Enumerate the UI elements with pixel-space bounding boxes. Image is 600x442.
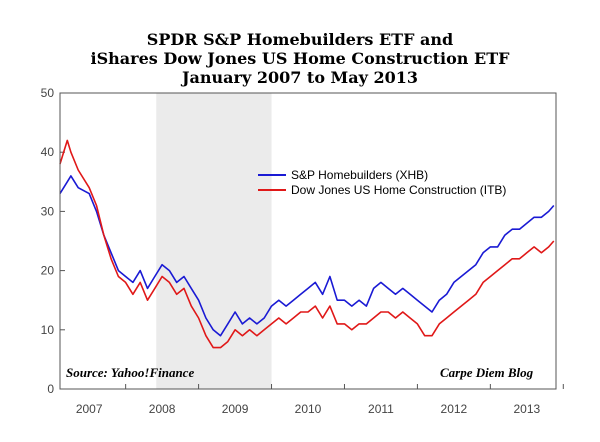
credit-note: Carpe Diem Blog — [440, 365, 534, 380]
x-tick-label: 2009 — [222, 402, 249, 416]
series-line-xhb — [59, 175, 555, 337]
y-axis-ticks: 0 10 20 30 40 50 — [41, 86, 65, 396]
x-tick-label: 2012 — [441, 402, 468, 416]
series-line-itb — [59, 139, 555, 349]
x-tick-label: 2010 — [295, 402, 322, 416]
legend-label-itb: Dow Jones US Home Construction (ITB) — [291, 183, 506, 197]
y-tick-label: 30 — [41, 204, 55, 218]
y-tick-label: 10 — [41, 323, 55, 337]
x-tick-label: 2007 — [76, 402, 103, 416]
recession-shading — [156, 93, 272, 389]
x-tick-label: 2011 — [368, 402, 394, 416]
source-note: Source: Yahoo!Finance — [66, 365, 194, 380]
x-tick-label: 2013 — [513, 402, 540, 416]
x-tick-label: 2008 — [149, 402, 176, 416]
y-tick-label: 0 — [47, 382, 54, 396]
plot-frame — [59, 92, 557, 390]
x-axis-ticks: 2007 2008 2009 2010 2011 2012 2013 — [76, 384, 564, 416]
y-tick-label: 20 — [41, 264, 55, 278]
chart-title-line-1: SPDR S&P Homebuilders ETF and — [146, 30, 454, 49]
legend-label-xhb: S&P Homebuilders (XHB) — [291, 168, 428, 182]
series-lines — [59, 139, 555, 349]
chart-title-line-2: iShares Dow Jones US Home Construction E… — [90, 49, 510, 68]
y-tick-label: 50 — [41, 86, 55, 100]
chart-title-line-3: January 2007 to May 2013 — [181, 68, 419, 87]
y-tick-label: 40 — [41, 145, 55, 159]
legend: S&P Homebuilders (XHB) Dow Jones US Home… — [258, 168, 506, 197]
chart-title: SPDR S&P Homebuilders ETF and iShares Do… — [0, 30, 600, 87]
